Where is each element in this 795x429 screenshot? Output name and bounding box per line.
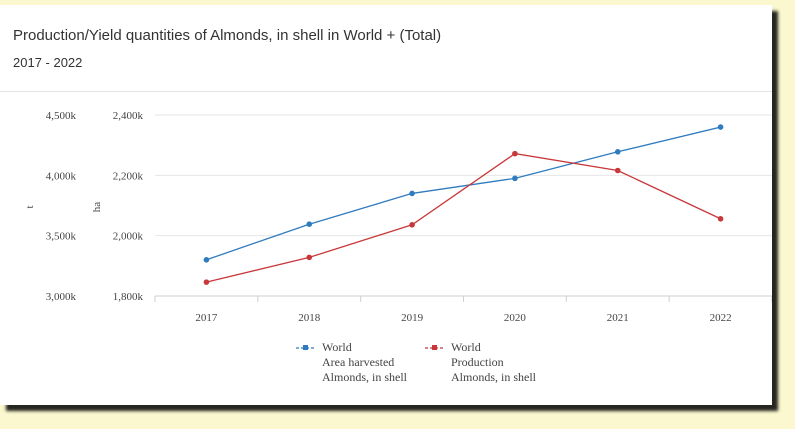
data-point[interactable] [203, 279, 210, 285]
legend-label[interactable]: Production [451, 355, 504, 369]
data-point[interactable] [717, 215, 724, 222]
legend-swatch-marker [303, 345, 308, 350]
x-axis-ticks: 2017 2018 2019 2020 2021 2022 [195, 312, 731, 324]
legend-label[interactable]: Area harvested [322, 355, 394, 369]
x-tick-label: 2022 [710, 312, 732, 324]
left-tick-label: 4,000k [46, 170, 77, 182]
line-chart: 4,500k 4,000k 3,500k 3,000k 2,400k 2,200k 2,0… [24, 110, 772, 384]
series-line [206, 126, 721, 261]
x-tick-label: 2020 [504, 312, 527, 324]
data-point[interactable] [614, 149, 621, 155]
legend-label[interactable]: World [322, 340, 352, 354]
data-point[interactable] [614, 167, 621, 174]
chart-title: Production/Yield quantities of Almonds, … [13, 27, 442, 44]
legend-label[interactable]: Almonds, in shell [322, 370, 408, 384]
left-tick-label: 4,500k [46, 110, 77, 122]
series-line [206, 152, 721, 283]
left-axis-ticks: 4,500k 4,000k 3,500k 3,000k [46, 110, 77, 303]
data-point[interactable] [306, 221, 313, 228]
right-tick-label: 2,200k [113, 170, 144, 182]
legend-label[interactable]: World [451, 340, 481, 354]
data-point[interactable] [717, 124, 724, 130]
x-tick-label: 2018 [298, 312, 321, 324]
right-axis-ticks: 2,400k 2,200k 2,000k 1,800k [113, 110, 144, 303]
left-axis-unit: t [24, 205, 36, 208]
legend-swatch-marker [432, 345, 437, 350]
data-point[interactable] [306, 254, 313, 261]
data-point[interactable] [409, 222, 415, 228]
chart-subtitle: 2017 - 2022 [13, 55, 83, 70]
header-divider [0, 91, 772, 92]
left-tick-label: 3,000k [46, 291, 77, 303]
right-tick-label: 2,000k [113, 231, 144, 243]
data-point[interactable] [512, 175, 518, 182]
series-lines [203, 124, 724, 285]
chart-card: Production/Yield quantities of Almonds, … [0, 5, 772, 405]
left-tick-label: 3,500k [46, 231, 77, 243]
x-tick-label: 2019 [401, 312, 424, 324]
right-tick-label: 1,800k [113, 291, 144, 303]
legend-label[interactable]: Almonds, in shell [451, 370, 537, 384]
data-point[interactable] [512, 150, 518, 157]
grid-lines [154, 114, 772, 302]
right-axis-unit: ha [91, 202, 103, 213]
data-point[interactable] [409, 190, 415, 197]
right-tick-label: 2,400k [113, 110, 144, 122]
x-tick-label: 2017 [195, 312, 218, 324]
x-tick-label: 2021 [607, 312, 629, 324]
data-point[interactable] [203, 257, 210, 263]
